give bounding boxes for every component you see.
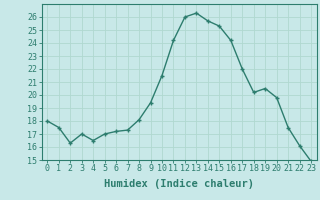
X-axis label: Humidex (Indice chaleur): Humidex (Indice chaleur)	[104, 179, 254, 189]
